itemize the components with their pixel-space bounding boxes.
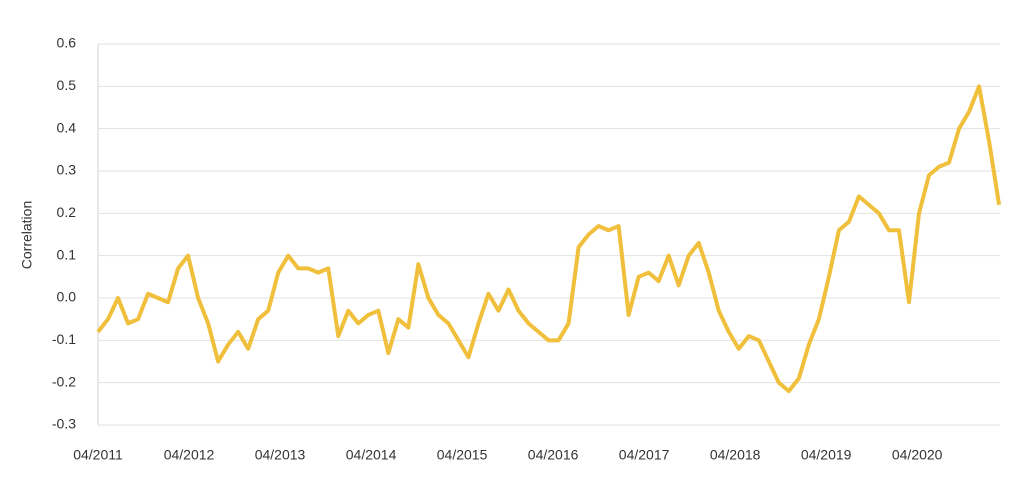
x-tick-label: 04/2013 (255, 447, 306, 463)
y-tick-label: 0.5 (57, 77, 77, 93)
y-tick-label: 0.2 (57, 204, 77, 220)
y-tick-label: -0.2 (52, 373, 76, 389)
y-tick-label: 0.6 (57, 35, 77, 51)
y-tick-label: 0.0 (57, 289, 77, 305)
y-tick-label: 0.1 (57, 246, 77, 262)
y-axis-label: Correlation (19, 201, 35, 269)
x-tick-label: 04/2017 (619, 447, 670, 463)
data-line (96, 84, 1002, 394)
y-tick-label: 0.3 (57, 162, 77, 178)
x-tick-label: 04/2015 (437, 447, 488, 463)
x-tick-label: 04/2012 (164, 447, 215, 463)
x-tick-label: 04/2016 (528, 447, 579, 463)
x-tick-label: 04/2020 (892, 447, 943, 463)
x-tick-label: 04/2014 (346, 447, 397, 463)
y-tick-label: -0.1 (52, 331, 76, 347)
x-tick-label: 04/2019 (801, 447, 852, 463)
y-tick-label: 0.4 (57, 119, 77, 135)
x-tick-label: 04/2018 (710, 447, 761, 463)
x-tick-label: 04/2011 (73, 447, 123, 463)
y-tick-label: -0.3 (52, 416, 76, 432)
